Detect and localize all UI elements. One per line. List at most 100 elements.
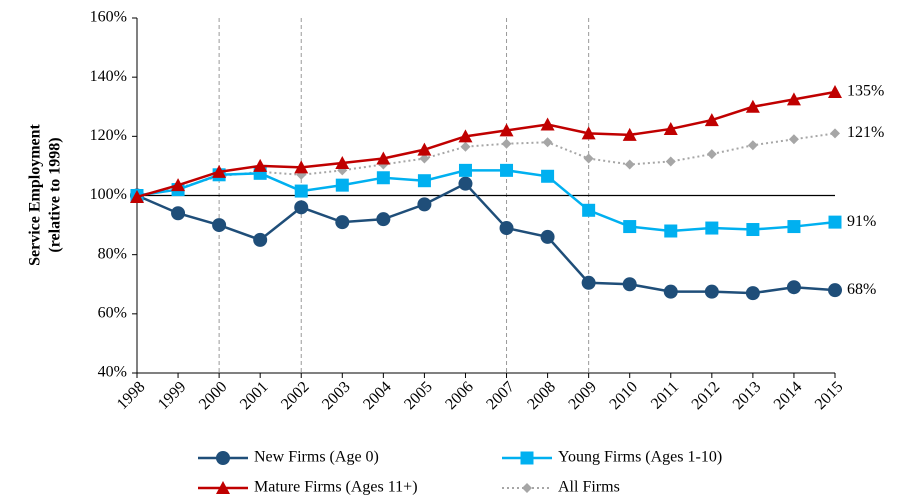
- legend-marker: [216, 481, 230, 494]
- marker: [335, 178, 349, 192]
- marker: [583, 153, 594, 164]
- marker: [664, 224, 678, 238]
- marker: [622, 277, 637, 292]
- marker: [623, 220, 637, 234]
- marker: [212, 164, 227, 178]
- y-tick-label: 100%: [90, 186, 127, 203]
- marker: [171, 178, 186, 192]
- marker: [786, 280, 801, 295]
- marker: [663, 121, 678, 135]
- marker: [294, 184, 308, 198]
- x-tick-label: 2011: [648, 378, 682, 412]
- marker: [665, 156, 676, 167]
- marker: [417, 197, 432, 212]
- marker: [458, 176, 473, 191]
- x-tick-label: 2000: [196, 378, 231, 413]
- marker: [335, 155, 350, 169]
- legend-marker: [216, 451, 230, 465]
- marker: [624, 159, 635, 170]
- y-tick-label: 120%: [90, 127, 127, 144]
- marker: [582, 203, 596, 217]
- y-tick-label: 80%: [98, 245, 127, 262]
- legend-label: Young Firms (Ages 1-10): [558, 449, 722, 466]
- y-tick-label: 160%: [90, 9, 127, 26]
- marker: [417, 174, 431, 188]
- marker: [540, 117, 555, 131]
- x-tick-label: 2009: [565, 378, 600, 413]
- marker: [212, 218, 227, 233]
- marker: [704, 113, 719, 127]
- marker: [581, 275, 596, 290]
- marker: [419, 153, 430, 164]
- x-tick-label: 2003: [319, 378, 354, 413]
- x-tick-label: 2004: [360, 378, 395, 413]
- marker: [171, 206, 186, 221]
- legend-marker: [520, 451, 534, 465]
- x-tick-label: 2006: [442, 378, 477, 413]
- marker: [458, 129, 473, 143]
- marker: [745, 99, 760, 113]
- marker: [705, 221, 719, 235]
- x-tick-label: 2007: [483, 378, 518, 413]
- x-tick-label: 2013: [730, 378, 765, 413]
- marker: [663, 284, 678, 299]
- marker: [706, 149, 717, 160]
- marker: [622, 127, 637, 141]
- marker: [745, 286, 760, 301]
- x-tick-label: 1998: [114, 378, 149, 413]
- marker: [253, 232, 268, 247]
- marker: [747, 140, 758, 151]
- marker: [704, 284, 719, 299]
- marker: [130, 189, 144, 203]
- marker: [499, 123, 514, 137]
- marker: [376, 171, 390, 185]
- marker: [787, 220, 801, 234]
- marker: [501, 138, 512, 149]
- marker: [294, 160, 309, 174]
- y-tick-label: 140%: [90, 68, 127, 85]
- marker: [786, 92, 801, 106]
- marker: [541, 169, 555, 183]
- marker: [294, 200, 309, 215]
- series-line: [136, 182, 836, 295]
- x-tick-label: 1999: [155, 378, 190, 413]
- data-label: 91%: [847, 213, 876, 230]
- marker: [540, 229, 555, 244]
- marker: [376, 151, 391, 165]
- legend-label: New Firms (Age 0): [254, 449, 379, 466]
- marker: [376, 212, 391, 227]
- marker: [746, 223, 760, 237]
- x-tick-label: 2008: [524, 378, 559, 413]
- marker: [417, 142, 432, 156]
- x-tick-label: 2014: [771, 378, 806, 413]
- legend-label: All Firms: [558, 479, 620, 496]
- x-tick-label: 2001: [237, 378, 272, 413]
- x-tick-label: 2010: [606, 378, 641, 413]
- x-tick-label: 2005: [401, 378, 436, 413]
- series-line: [136, 90, 836, 199]
- marker: [500, 163, 514, 177]
- data-label: 135%: [847, 83, 884, 100]
- marker: [253, 158, 268, 172]
- data-label: 68%: [847, 281, 876, 298]
- y-tick-label: 40%: [98, 364, 127, 381]
- marker: [828, 283, 842, 298]
- x-tick-label: 2002: [278, 378, 313, 413]
- y-axis-label: Service Employment: [27, 123, 44, 265]
- marker: [542, 137, 553, 148]
- marker: [458, 163, 472, 177]
- x-tick-label: 2015: [812, 378, 847, 413]
- legend-marker: [522, 483, 532, 493]
- marker: [830, 128, 840, 139]
- legend-label: Mature Firms (Ages 11+): [254, 479, 418, 496]
- marker: [499, 221, 514, 236]
- series-line: [136, 169, 836, 233]
- marker: [828, 84, 842, 98]
- y-axis-label: (relative to 1998): [47, 137, 64, 252]
- marker: [788, 134, 799, 145]
- marker: [581, 126, 596, 140]
- marker: [460, 141, 471, 152]
- series-line: [136, 132, 836, 197]
- marker: [828, 215, 842, 229]
